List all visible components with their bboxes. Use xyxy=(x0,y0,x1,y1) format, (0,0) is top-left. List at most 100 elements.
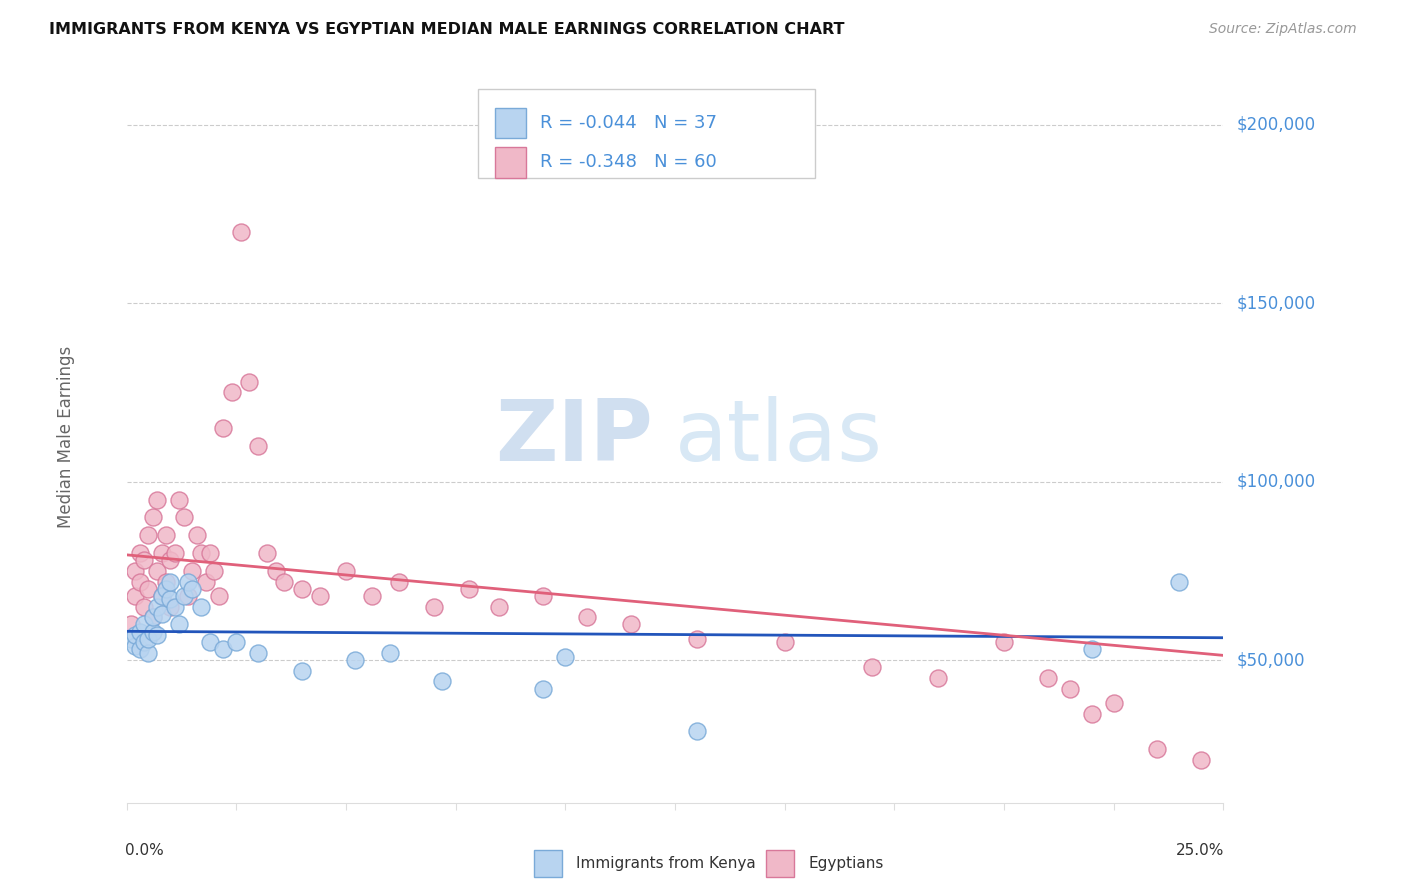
Point xyxy=(531,681,554,696)
Point xyxy=(150,546,173,560)
Point xyxy=(208,589,231,603)
Point xyxy=(202,564,225,578)
Point xyxy=(128,624,150,639)
Point xyxy=(238,375,260,389)
Point xyxy=(124,564,146,578)
Point xyxy=(620,617,643,632)
Point xyxy=(132,599,155,614)
Point xyxy=(686,632,709,646)
Point xyxy=(163,599,186,614)
Text: Source: ZipAtlas.com: Source: ZipAtlas.com xyxy=(1209,22,1357,37)
Point xyxy=(273,574,295,589)
Point xyxy=(124,589,146,603)
Text: atlas: atlas xyxy=(675,395,883,479)
Point xyxy=(150,589,173,603)
Point xyxy=(198,635,221,649)
Point xyxy=(1146,742,1168,756)
Point xyxy=(155,528,177,542)
Point xyxy=(1036,671,1059,685)
Point xyxy=(576,610,599,624)
Point xyxy=(146,492,169,507)
Point xyxy=(361,589,384,603)
Point xyxy=(773,635,796,649)
Point xyxy=(128,546,150,560)
Point xyxy=(181,582,204,596)
Point xyxy=(335,564,357,578)
Point xyxy=(142,610,165,624)
Point xyxy=(173,589,195,603)
Text: $50,000: $50,000 xyxy=(1236,651,1305,669)
Text: 25.0%: 25.0% xyxy=(1175,843,1225,858)
Point xyxy=(1080,706,1102,721)
Point xyxy=(142,624,165,639)
Point xyxy=(186,528,208,542)
Point xyxy=(120,617,142,632)
Point xyxy=(150,589,173,603)
Point xyxy=(194,574,217,589)
Text: R = -0.044   N = 37: R = -0.044 N = 37 xyxy=(540,114,717,132)
Point xyxy=(308,589,330,603)
Point xyxy=(1059,681,1081,696)
Point xyxy=(146,628,169,642)
Point xyxy=(212,421,235,435)
Point xyxy=(291,582,314,596)
Point xyxy=(155,574,177,589)
Point xyxy=(422,599,444,614)
Point xyxy=(247,646,270,660)
Point xyxy=(138,582,160,596)
Point xyxy=(927,671,949,685)
Point xyxy=(142,610,165,624)
Point xyxy=(1080,642,1102,657)
Point xyxy=(159,592,181,607)
Point xyxy=(177,574,200,589)
Point xyxy=(132,553,155,567)
Point xyxy=(993,635,1015,649)
Point xyxy=(1189,753,1212,767)
Point xyxy=(256,546,278,560)
Text: $150,000: $150,000 xyxy=(1236,294,1316,312)
Point xyxy=(163,546,186,560)
Text: ZIP: ZIP xyxy=(495,395,652,479)
Point xyxy=(190,546,212,560)
Point xyxy=(146,599,169,614)
Point xyxy=(138,632,160,646)
Point xyxy=(554,649,576,664)
Point xyxy=(190,599,212,614)
Text: 0.0%: 0.0% xyxy=(125,843,165,858)
Point xyxy=(177,589,200,603)
Point xyxy=(686,724,709,739)
Point xyxy=(212,642,235,657)
Point xyxy=(221,385,243,400)
Point xyxy=(247,439,270,453)
Text: Median Male Earnings: Median Male Earnings xyxy=(58,346,76,528)
Point xyxy=(146,564,169,578)
Point xyxy=(198,546,221,560)
Point xyxy=(159,574,181,589)
Point xyxy=(132,617,155,632)
Point xyxy=(173,510,195,524)
Point xyxy=(155,582,177,596)
Point xyxy=(225,635,247,649)
Point xyxy=(387,574,409,589)
Point xyxy=(142,510,165,524)
Point xyxy=(291,664,314,678)
Point xyxy=(167,617,190,632)
Point xyxy=(124,639,146,653)
Text: IMMIGRANTS FROM KENYA VS EGYPTIAN MEDIAN MALE EARNINGS CORRELATION CHART: IMMIGRANTS FROM KENYA VS EGYPTIAN MEDIAN… xyxy=(49,22,845,37)
Point xyxy=(343,653,366,667)
Point xyxy=(1102,696,1125,710)
Point xyxy=(159,599,181,614)
Point xyxy=(432,674,454,689)
Point xyxy=(531,589,554,603)
Point xyxy=(488,599,510,614)
Point xyxy=(120,632,142,646)
Point xyxy=(229,225,252,239)
Point xyxy=(150,607,173,621)
Point xyxy=(138,528,160,542)
Text: Immigrants from Kenya: Immigrants from Kenya xyxy=(576,856,756,871)
Point xyxy=(132,635,155,649)
Point xyxy=(264,564,287,578)
Point xyxy=(860,660,883,674)
Text: $200,000: $200,000 xyxy=(1236,116,1316,134)
Text: $100,000: $100,000 xyxy=(1236,473,1316,491)
